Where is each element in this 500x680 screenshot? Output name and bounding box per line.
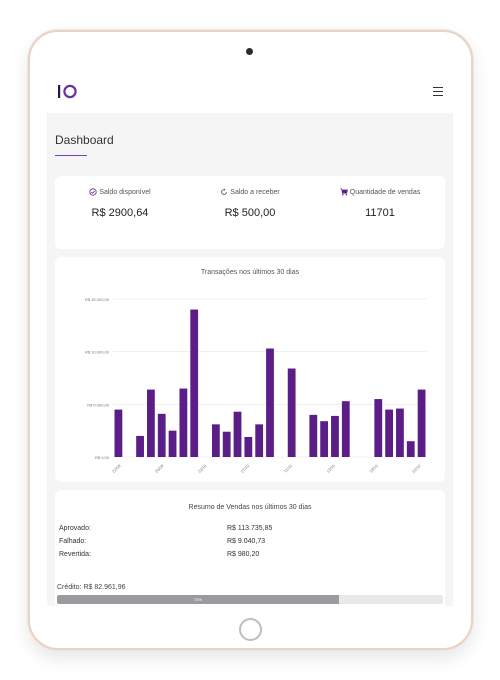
stat-receivable-balance: Saldo a receber R$ 500,00 [185,188,315,219]
x-tick-label: 19/10 [368,463,379,474]
summary-label-failed: Falhado: [59,538,87,545]
chart-bar[interactable] [244,436,253,457]
chart-bar[interactable] [331,415,339,457]
stat-label: Saldo disponível [99,188,151,196]
y-tick-label: R$ 15.000,00 [85,297,110,302]
chart-bar[interactable] [190,309,199,457]
summary-title: Resumo de Vendas nos últimos 30 dias [188,504,312,511]
chart-bar[interactable] [233,411,242,457]
cart-icon [340,188,348,196]
chart-bar[interactable] [417,389,426,457]
chart-bar[interactable] [266,348,274,457]
x-tick-label: 13/10 [325,463,336,474]
stat-value: 11701 [365,207,395,219]
chart-bar[interactable] [385,409,394,457]
chart-bar[interactable] [309,414,318,457]
camera-dot [246,48,253,55]
chart-bar[interactable] [136,435,144,457]
chart-bar[interactable] [211,424,220,457]
chart-bar[interactable] [374,399,383,457]
sales-summary-card: Resumo de Vendas nos últimos 30 dias Apr… [55,490,445,606]
x-tick-label: 07/10 [240,463,251,474]
chart-bar[interactable] [287,368,296,457]
stat-label: Quantidade de vendas [349,188,421,196]
stat-value: R$ 500,00 [224,207,276,219]
home-button[interactable] [239,618,262,641]
stat-value: R$ 2900,64 [91,207,149,219]
chart-bar[interactable] [396,408,404,457]
credit-label: Crédito: R$ 82.961,96 [57,584,126,591]
y-tick-label: R$ 10.000,00 [85,350,110,355]
page-title: Dashboard [55,133,114,147]
chart-title: Transações nos últimos 30 dias [200,269,300,276]
x-tick-label: 02/10 [197,463,208,474]
title-underline [55,155,87,156]
chart-bar[interactable] [157,413,166,457]
summary-value-reverted: R$ 980,20 [227,551,260,558]
summary-value-approved: R$ 113.735,85 [227,525,273,532]
x-tick-label: 22/09 [111,463,122,474]
credit-progress-fill: 73% [57,595,339,604]
x-tick-label: 11/10 [283,463,294,474]
chart-bar[interactable] [179,388,188,457]
y-tick-label: R$ 5.000,00 [87,402,110,407]
x-tick-label: 22/10 [411,463,422,474]
brand-logo-icon[interactable] [57,83,79,101]
top-navbar [47,73,453,113]
credit-progress-bar: 73% [57,595,443,604]
chart-bar[interactable] [114,409,123,457]
chart-bar[interactable] [406,441,415,457]
summary-label-approved: Aprovado: [59,525,91,532]
transactions-chart-card: Transações nos últimos 30 dias R$ 0,00 R$… [55,257,445,482]
chart-bar[interactable] [222,431,231,457]
chart-bar[interactable] [320,421,329,457]
app-screen: Dashboard Saldo disponível R$ 2900,64 Sa… [47,73,453,606]
y-tick-label: R$ 0,00 [95,455,110,460]
summary-value-failed: R$ 9.040,73 [227,538,266,545]
hamburger-menu-icon[interactable] [433,87,443,97]
chart-bar[interactable] [255,424,264,457]
transactions-bar-chart: R$ 0,00 R$ 5.000,00 R$ 10.000,00 R$ 15.000,… [85,297,427,474]
chart-bar[interactable] [341,401,350,457]
chart-bar[interactable] [146,389,155,457]
refresh-icon [221,188,228,195]
stats-card: Saldo disponível R$ 2900,64 Saldo a rece… [55,176,445,249]
x-tick-label: 25/09 [154,463,165,474]
chart-bar[interactable] [168,430,177,457]
summary-label-reverted: Revertida: [59,551,91,558]
stat-available-balance: Saldo disponível R$ 2900,64 [55,188,185,219]
stat-label: Saldo a receber [230,188,280,196]
stat-sales-count: Quantidade de vendas 11701 [315,188,445,219]
check-circle-icon [89,188,97,196]
